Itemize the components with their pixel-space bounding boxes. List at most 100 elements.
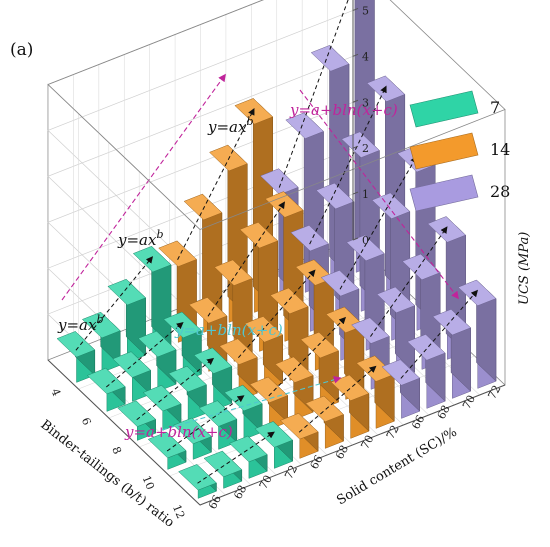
bar-top-face — [401, 253, 441, 281]
bar-14d-bt8-sc66 — [219, 338, 258, 401]
sc-tick-label: 66 — [409, 413, 427, 431]
sc-tick-label: 66 — [308, 453, 326, 471]
bar-7d-bt8-sc72 — [193, 347, 233, 411]
bar-top-face — [279, 413, 319, 440]
trend-arrow-sc — [309, 85, 387, 245]
bar-top-face — [112, 351, 152, 378]
sc-tick-label: 70 — [257, 473, 275, 491]
bar-top-face — [381, 359, 421, 386]
bar-7d-bt8-sc66 — [117, 400, 157, 441]
fit-equation-label: y=a+bln(x+c) — [289, 101, 398, 119]
annotations: y=axby=axby=axby=a+bln(x+c)y=a+bln(x+c)y… — [57, 101, 398, 441]
legend: 7 14 28 — [409, 90, 510, 212]
bar-top-face — [371, 192, 411, 219]
sc-tick-label: 68 — [333, 443, 351, 461]
bar-top-face — [406, 334, 446, 361]
z-tick-label: 3 — [362, 96, 369, 109]
bar-top-face — [178, 464, 217, 491]
equation-base: y=ax — [117, 231, 157, 249]
legend-label: 7 — [490, 98, 500, 117]
trend-arrow-sc — [207, 201, 286, 317]
bar-top-face — [147, 431, 187, 459]
box-top-edge — [47, 0, 506, 230]
bar-7d-bt4-sc68 — [81, 311, 121, 373]
sc-tick-label: 72 — [384, 423, 402, 441]
bar-top-face — [142, 385, 182, 412]
trend-arrow-sc — [166, 395, 245, 452]
bar-7d-bt4-sc66 — [56, 330, 96, 383]
sc-tick-label: 70 — [358, 433, 376, 451]
equation-base: y=ax — [57, 316, 97, 334]
z-tick-label: 0 — [362, 234, 369, 247]
bar-top-face — [300, 331, 339, 359]
equation-superscript: b — [96, 313, 103, 326]
z-tick-label: 2 — [362, 142, 369, 155]
bar-top-face — [188, 297, 228, 324]
bar-14d-bt8-sc70 — [269, 287, 309, 381]
bar-7d-bt10-sc70 — [198, 400, 238, 450]
bar-14d-bt12-sc66 — [279, 412, 319, 459]
bar-top-face — [239, 222, 279, 249]
trend-arrow-sc — [278, 0, 349, 188]
bar-top-face — [229, 435, 268, 463]
sc-tick-label: 72 — [485, 383, 503, 401]
bar-top-face — [285, 112, 324, 139]
bt-tick-label: 6 — [79, 416, 94, 427]
trend-arrow-cyan — [161, 376, 342, 431]
bar-7d-bt12-sc68 — [203, 450, 243, 489]
bar-top-face — [56, 331, 96, 358]
sc-tick-label: 68 — [231, 483, 249, 501]
sc-tick-label: 68 — [435, 403, 453, 421]
legend-swatch — [409, 174, 479, 212]
bar-top-face — [81, 311, 121, 339]
legend-item-7: 7 — [409, 90, 500, 128]
bar-top-face — [173, 417, 212, 445]
trend-arrow-magenta — [61, 73, 226, 301]
trend-arrow-sc — [136, 357, 215, 421]
bars-layer — [56, 0, 497, 499]
equation-superscript: b — [246, 115, 253, 128]
bar-top-face — [290, 225, 329, 252]
bt-axis-line — [47, 359, 201, 506]
z-tick-mark — [352, 53, 359, 57]
bar-top-face — [86, 367, 126, 395]
legend-item-14: 14 — [409, 132, 510, 170]
legend-swatch — [409, 90, 479, 128]
bar-top-face — [214, 259, 253, 286]
bar-top-face — [269, 287, 309, 315]
sc-tick-label: 70 — [460, 393, 478, 411]
bar-top-face — [183, 193, 223, 221]
z-tick-label: 4 — [362, 50, 369, 63]
fit-equation-label: y=a+bln(x+c) — [124, 423, 233, 441]
panel-label: (a) — [10, 40, 33, 60]
fit-equation-label: y=a+bln(x+c) — [174, 321, 283, 339]
bar-top-face — [315, 182, 355, 210]
bar-top-face — [310, 45, 350, 72]
z-tick-label: 1 — [362, 188, 369, 201]
bar-7d-bt12-sc70 — [229, 435, 268, 479]
bar-top-face — [158, 240, 197, 267]
bar-14d-bt12-sc68 — [305, 395, 344, 449]
trend-arrows — [61, 0, 479, 484]
z-tick-mark — [352, 7, 359, 11]
legend-swatch — [409, 132, 479, 170]
trend-arrow-sc — [197, 431, 275, 484]
bt-tick-label: 8 — [109, 445, 124, 456]
z-tick-label: 5 — [362, 4, 369, 17]
bar-7d-bt4-sc70 — [107, 278, 147, 363]
trend-arrow-sc — [237, 269, 316, 359]
bar-top-face — [117, 400, 157, 427]
equation-superscript: b — [156, 228, 163, 241]
trend-arrow-sc — [105, 321, 184, 388]
bar-top-face — [320, 270, 360, 297]
trend-arrow-sc — [298, 365, 377, 433]
bar-top-face — [346, 234, 385, 262]
bar-7d-bt6-sc66 — [86, 367, 126, 412]
bar-top-face — [209, 144, 248, 172]
bar-7d-bt8-sc70 — [168, 365, 207, 421]
fit-equation-label: y=axb — [57, 313, 104, 334]
z-tick-mark — [352, 99, 359, 103]
bar-top-face — [107, 278, 147, 306]
